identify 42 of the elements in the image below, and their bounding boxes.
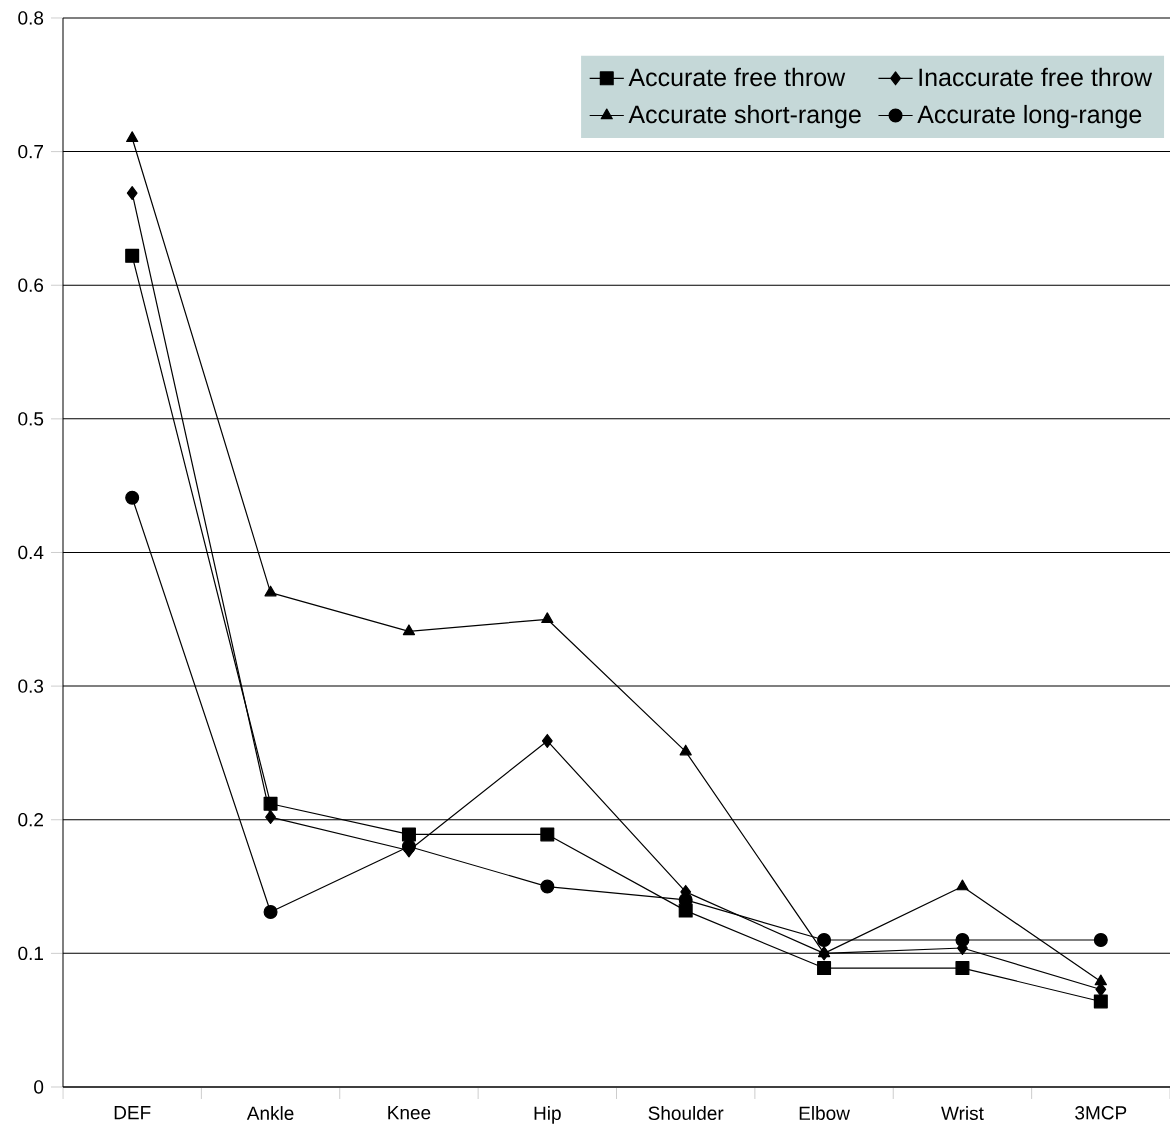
point bbox=[540, 827, 555, 842]
point bbox=[125, 490, 140, 505]
point bbox=[263, 796, 278, 811]
y-tick-label: 0.8 bbox=[18, 11, 44, 25]
point bbox=[541, 612, 554, 624]
x-tick-label: Hip bbox=[534, 1106, 561, 1124]
x-tick-label: Elbow bbox=[799, 1106, 850, 1121]
legend-label: Accurate free throw bbox=[628, 67, 846, 87]
point bbox=[263, 904, 278, 919]
point bbox=[540, 879, 555, 894]
x-tick-label: DEF bbox=[114, 1106, 151, 1120]
x-tick-label: 3MCP bbox=[1075, 1106, 1127, 1120]
y-tick-label: 0.4 bbox=[18, 545, 44, 560]
point bbox=[956, 879, 969, 891]
y-tick-label: 0.1 bbox=[18, 946, 43, 961]
x-tick-label: Knee bbox=[388, 1106, 431, 1120]
point bbox=[955, 961, 970, 976]
y-tick-label: 0 bbox=[34, 1080, 44, 1094]
point bbox=[817, 933, 832, 948]
point bbox=[401, 827, 416, 842]
y-tick-label: 0.3 bbox=[18, 679, 44, 693]
point bbox=[126, 186, 138, 201]
legend-label: Accurate long-range bbox=[917, 104, 1142, 129]
y-tick-label: 0.2 bbox=[18, 813, 43, 827]
point bbox=[817, 961, 832, 976]
point bbox=[402, 624, 416, 636]
point bbox=[125, 248, 140, 263]
point bbox=[541, 733, 553, 748]
point bbox=[126, 131, 139, 143]
x-tick-label: Shoulder bbox=[648, 1106, 724, 1121]
y-tick-label: 0.7 bbox=[18, 144, 43, 159]
point bbox=[1093, 933, 1108, 948]
legend-label: Inaccurate free throw bbox=[919, 67, 1153, 87]
x-tick-label: Wrist bbox=[941, 1106, 984, 1121]
point bbox=[1093, 994, 1108, 1009]
point bbox=[679, 744, 692, 756]
point bbox=[265, 810, 276, 825]
legend-label: Accurate short-range bbox=[628, 104, 861, 129]
point bbox=[264, 585, 277, 597]
x-tick-label: Ankle bbox=[246, 1106, 294, 1121]
y-tick-label: 0.5 bbox=[18, 412, 44, 426]
y-tick-label: 0.6 bbox=[18, 278, 44, 292]
